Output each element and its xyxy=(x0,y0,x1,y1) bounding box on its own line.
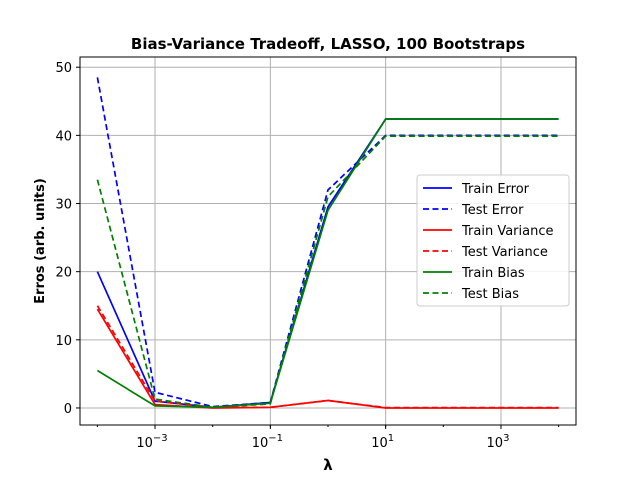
legend-label: Train Bias xyxy=(461,266,525,281)
legend-label: Train Error xyxy=(461,182,530,197)
y-tick-label: 40 xyxy=(55,129,72,144)
legend: Train Error Test Error Train Variance Test … xyxy=(416,174,570,307)
series-lines xyxy=(96,77,559,409)
y-axis-label: Erros (arb. units) xyxy=(33,178,48,304)
legend-label: Test Bias xyxy=(461,287,519,302)
series-line-test-variance xyxy=(96,305,559,409)
axes: 0 10 20 30 40 50 10−3 10−1 101 103 xyxy=(55,61,560,451)
x-tick-label: 10−1 xyxy=(252,433,283,451)
y-tick-label: 50 xyxy=(55,61,72,76)
x-tick-label: 101 xyxy=(371,433,394,451)
chart-title: Bias-Variance Tradeoff, LASSO, 100 Boots… xyxy=(131,35,525,53)
series-line-test-bias xyxy=(96,135,559,409)
y-tick-label: 0 xyxy=(64,402,72,417)
legend-label: Test Error xyxy=(461,203,524,218)
y-tick-label: 30 xyxy=(55,198,72,213)
x-tick-label: 10−3 xyxy=(136,433,167,451)
x-tick-label: 103 xyxy=(487,433,510,451)
y-tick-label: 20 xyxy=(55,266,72,281)
legend-label: Test Variance xyxy=(461,245,548,260)
x-axis-label: λ xyxy=(323,456,333,474)
legend-box xyxy=(416,174,570,307)
y-tick-label: 10 xyxy=(55,334,72,349)
legend-label: Train Variance xyxy=(461,224,553,239)
